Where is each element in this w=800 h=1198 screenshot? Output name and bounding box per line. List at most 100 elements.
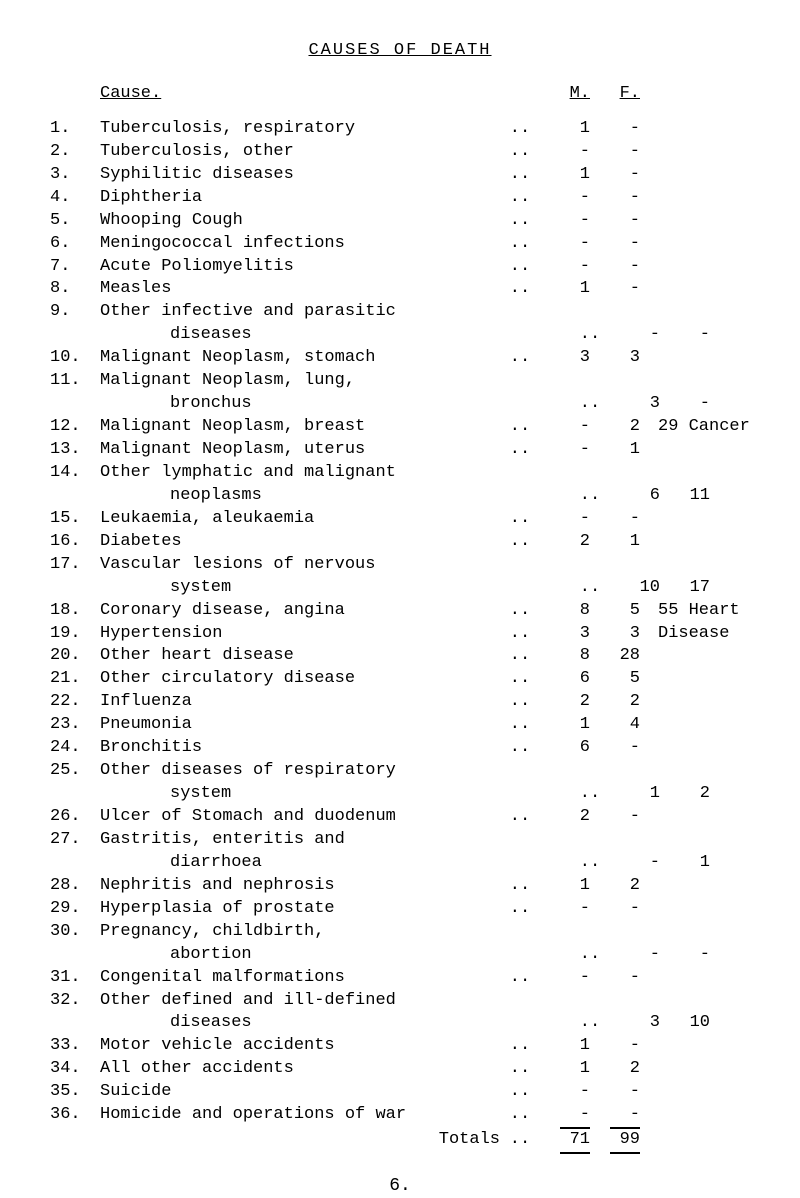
row-m: - [540,898,590,921]
row-f: 10 [660,1012,710,1035]
row-m: 2 [540,806,590,829]
row-f: 2 [590,1058,640,1081]
table-row: 21.Other circulatory disease..65 [50,668,750,691]
page: CAUSES OF DEATH Cause. M. F. 1.Tuberculo… [0,0,800,1084]
row-number: 30. [50,921,100,944]
row-label: Influenza [100,691,500,714]
row-label: Meningococcal infections [100,233,500,256]
row-dots: .. [500,141,540,164]
row-dots: .. [570,852,610,875]
row-m: - [540,416,590,439]
row-label: diseases [100,1012,570,1035]
row-number: 9. [50,301,100,324]
row-dots: .. [500,714,540,737]
row-dots: .. [570,944,610,967]
row-f: 3 [590,623,640,646]
table-row: 26.Ulcer of Stomach and duodenum..2- [50,806,750,829]
row-dots: .. [500,668,540,691]
table-row: 17.Vascular lesions of nervous [50,554,750,577]
table-row: abortion..-- [50,944,750,967]
row-label: Diabetes [100,531,500,554]
row-label: system [100,783,570,806]
table-row: 36.Homicide and operations of war..-- [50,1104,750,1127]
row-label: Leukaemia, aleukaemia [100,508,500,531]
row-dots: .. [500,531,540,554]
table-row: system..1017 [50,577,750,600]
row-number: 27. [50,829,100,852]
row-m: 3 [540,347,590,370]
row-number: 14. [50,462,100,485]
row-f: - [590,164,640,187]
row-f: 2 [660,783,710,806]
row-label: diseases [100,324,570,347]
row-note: 55 Heart [640,600,750,623]
row-m: 1 [540,118,590,141]
row-number: 34. [50,1058,100,1081]
header-f: F. [590,83,640,106]
row-m: - [540,187,590,210]
table-row: neoplasms..611 [50,485,750,508]
row-m: - [540,439,590,462]
table-row: 34.All other accidents..12 [50,1058,750,1081]
table-row: 35.Suicide..-- [50,1081,750,1104]
row-f: - [660,393,710,416]
row-m: - [540,967,590,990]
row-dots: .. [570,1012,610,1035]
row-label: Hyperplasia of prostate [100,898,500,921]
row-dots: .. [500,439,540,462]
totals-m: 71 [540,1129,590,1152]
row-label: Other lymphatic and malignant [100,462,500,485]
row-number: 11. [50,370,100,393]
row-f: 3 [590,347,640,370]
row-number: 10. [50,347,100,370]
row-dots: .. [500,164,540,187]
row-number: 35. [50,1081,100,1104]
row-m: 1 [540,278,590,301]
row-dots: .. [500,967,540,990]
row-m: 10 [610,577,660,600]
row-f: 1 [590,531,640,554]
row-label: Motor vehicle accidents [100,1035,500,1058]
table-row: 33.Motor vehicle accidents..1- [50,1035,750,1058]
row-label: Pregnancy, childbirth, [100,921,500,944]
row-dots: .. [500,210,540,233]
row-f: 1 [660,852,710,875]
table-row: 18.Coronary disease, angina..8555 Heart [50,600,750,623]
row-number: 21. [50,668,100,691]
row-f: - [590,967,640,990]
row-dots: .. [570,577,610,600]
totals-label: Totals [100,1129,500,1152]
table-row: 24.Bronchitis..6- [50,737,750,760]
table-row: 23.Pneumonia..14 [50,714,750,737]
row-label: Congenital malformations [100,967,500,990]
row-m: - [540,508,590,531]
row-m: - [540,1081,590,1104]
totals-row: Totals .. 71 99 [50,1129,750,1152]
table-row: 25.Other diseases of respiratory [50,760,750,783]
table-row: 3.Syphilitic diseases..1- [50,164,750,187]
row-f: 5 [590,600,640,623]
row-m: 2 [540,691,590,714]
row-label: Malignant Neoplasm, stomach [100,347,500,370]
row-dots: .. [500,875,540,898]
header-cause: Cause. [100,83,500,106]
totals-f: 99 [590,1129,640,1152]
row-dots: .. [500,233,540,256]
row-number: 26. [50,806,100,829]
row-label: diarrhoea [100,852,570,875]
row-m: 8 [540,600,590,623]
row-m: 6 [610,485,660,508]
table-row: diarrhoea..-1 [50,852,750,875]
rule-row-bottom [50,1152,750,1154]
row-number: 13. [50,439,100,462]
row-f: 28 [590,645,640,668]
row-label: Tuberculosis, other [100,141,500,164]
table-row: 14.Other lymphatic and malignant [50,462,750,485]
row-dots: .. [500,806,540,829]
row-m: - [540,1104,590,1127]
row-f: 17 [660,577,710,600]
row-number: 8. [50,278,100,301]
row-label: Other defined and ill-defined [100,990,500,1013]
row-label: Malignant Neoplasm, lung, [100,370,500,393]
row-dots: .. [500,1104,540,1127]
